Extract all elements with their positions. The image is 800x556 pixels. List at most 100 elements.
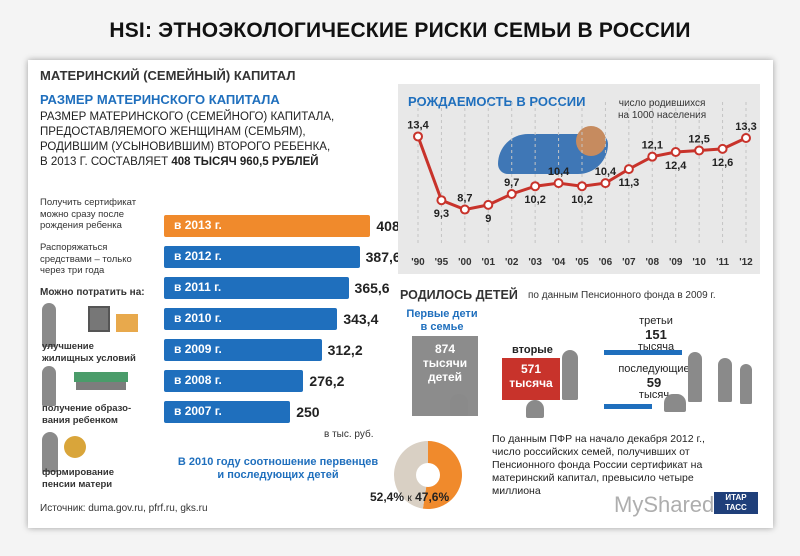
birth-rate-point (413, 131, 423, 142)
third-value: 151 (645, 327, 667, 342)
bar-category-label: в 2008 г. (174, 373, 222, 387)
books-icon (74, 372, 128, 382)
capital-amount: 408 ТЫСЯЧ 960,5 РУБЛЕЙ (171, 156, 319, 168)
births-heading: РОЖДАЕМОСТЬ В РОССИИ (408, 94, 586, 109)
year-tick-label: '02 (505, 257, 519, 268)
capital-bar: в 2012 г. (164, 246, 360, 268)
note-line: Распоряжаться (40, 242, 108, 253)
baby-head-icon (576, 126, 606, 156)
bar-value-label: 343,4 (343, 311, 379, 327)
later-value: 59 (646, 375, 662, 390)
third-label: третьи (639, 315, 673, 327)
note-line: средствами – только (40, 253, 132, 265)
use-line: получение образо- (42, 403, 132, 414)
note-line: Получить сертификат (40, 197, 137, 208)
desc-line-2: ПРЕДОСТАВЛЯЕМОГО ЖЕНЩИНАМ (СЕМЬЯМ), (40, 126, 306, 138)
desc-line-4: В 2013 Г. СОСТАВЛЯЕТ 408 ТЫСЯЧ 960,5 РУБ… (40, 155, 410, 170)
birth-rate-value-label: 10,2 (571, 194, 592, 206)
watermark: MyShared (614, 492, 715, 517)
year-tick-label: '08 (646, 257, 660, 268)
infographic-panel: МАТЕРИНСКИЙ (СЕМЕЙНЫЙ) КАПИТАЛ РАЗМЕР МА… (28, 60, 773, 528)
itar-tass-logo: ИТАР ТАСС (714, 492, 758, 514)
note-line: через три года (40, 265, 105, 276)
house-box-icon (116, 314, 138, 332)
baby-figure-icon (526, 400, 544, 418)
birth-rate-value-label: 10,4 (595, 166, 617, 178)
year-tick-label: '95 (435, 257, 449, 268)
year-tick-label: '10 (692, 257, 706, 268)
capital-bar: в 2008 г. (164, 370, 304, 392)
second-value: 571 (520, 362, 542, 376)
year-tick-label: '03 (528, 257, 542, 268)
books-stack-icon (76, 382, 126, 390)
agency-line: ТАСС (725, 503, 747, 512)
note-line: можно сразу после (40, 208, 125, 220)
pfr-line: миллиона (492, 485, 541, 497)
children-heading: РОДИЛОСЬ ДЕТЕЙ (400, 288, 518, 302)
use-housing: улучшение жилищных условий (42, 341, 136, 364)
birth-rate-point (717, 143, 728, 154)
first-value: 874 (434, 342, 456, 356)
capital-bar: в 2007 г. (164, 401, 291, 423)
birth-rate-point (623, 164, 634, 175)
subtitle-line: на 1000 населения (618, 109, 707, 121)
birth-rate-value-label: 13,3 (735, 121, 756, 133)
use-line: вания ребенком (42, 414, 118, 426)
year-tick-label: '04 (552, 257, 566, 268)
main-title: МАТЕРИНСКИЙ (СЕМЕЙНЫЙ) КАПИТАЛ (40, 68, 296, 83)
birth-rate-point (483, 199, 494, 210)
year-tick-label: '01 (482, 257, 496, 268)
birth-rate-value-label: 12,6 (712, 157, 733, 169)
bar-category-label: в 2010 г. (174, 311, 222, 325)
desc-line-3: РОДИВШИМ (УСЫНОВИВШИМ) ВТОРОГО РЕБЕНКА, (40, 141, 331, 153)
births-subtitle: число родившихся на 1000 населения (618, 98, 706, 121)
birth-rate-point (553, 178, 564, 189)
pfr-line: число российских семей, получивших от (492, 446, 690, 458)
use-line: жилищных условий (42, 352, 136, 364)
capital-bar: в 2009 г. (164, 339, 322, 361)
birth-rate-point (577, 181, 587, 192)
pie-center (416, 463, 440, 487)
birth-rate-value-label: 10,2 (524, 194, 545, 206)
woman-figure-icon (42, 303, 56, 347)
bar-value-label: 387,6 (365, 249, 401, 265)
desc-prefix: В 2013 Г. СОСТАВЛЯЕТ (40, 156, 172, 168)
children-heading-note: по данным Пенсионного фонда в 2009 г. (528, 290, 716, 301)
year-tick-label: '11 (716, 257, 729, 268)
label-line: Первые дети (406, 308, 478, 320)
birth-rate-point (647, 151, 658, 162)
year-tick-label: '05 (575, 257, 589, 268)
capital-heading: РАЗМЕР МАТЕРИНСКОГО КАПИТАЛА (40, 92, 280, 107)
birth-rate-value-label: 9 (485, 213, 491, 225)
bar-category-label: в 2007 г. (174, 404, 222, 418)
bar-value-label: 312,2 (327, 342, 363, 358)
birth-rate-value-label: 12,1 (642, 140, 663, 152)
birth-rate-point (506, 189, 517, 199)
first-children-label: Первые дети в семье (404, 308, 480, 334)
pfr-line: Пенсионного фонда России сертификат на (492, 459, 703, 471)
pfr-line: материнский капитал, превысило четыре (492, 472, 694, 484)
use-education: получение образо- вания ребенком (42, 403, 131, 426)
birth-rate-point (436, 195, 447, 206)
birth-rate-point (530, 181, 541, 192)
birth-rate-value-label: 12,4 (665, 160, 687, 172)
later-bar (604, 404, 652, 409)
birth-rate-value-label: 13,4 (407, 119, 429, 131)
slide-title: HSI: ЭТНОЭКОЛОГИЧЕСКИЕ РИСКИ СЕМЬИ В РОС… (109, 19, 691, 42)
ratio-line: В 2010 году соотношение первенцев (177, 456, 379, 468)
year-tick-label: '00 (458, 257, 472, 268)
bar-category-label: в 2012 г. (174, 249, 222, 263)
year-tick-label: '90 (411, 257, 425, 268)
label-line: в семье (420, 321, 464, 333)
birth-rate-point (741, 133, 751, 143)
year-tick-label: '07 (622, 257, 636, 268)
birth-rate-point (600, 178, 611, 189)
birth-rate-value-label: 11,3 (618, 177, 639, 189)
third-bar (604, 350, 682, 355)
bar-category-label: в 2013 г. (174, 218, 222, 232)
coins-icon (64, 436, 86, 458)
ratio-line: и последующих детей (217, 469, 339, 481)
adult-figure-icon (740, 364, 752, 404)
subtitle-line: число родившихся (618, 98, 706, 109)
note-certificate: Получить сертификат можно сразу после ро… (40, 197, 136, 232)
